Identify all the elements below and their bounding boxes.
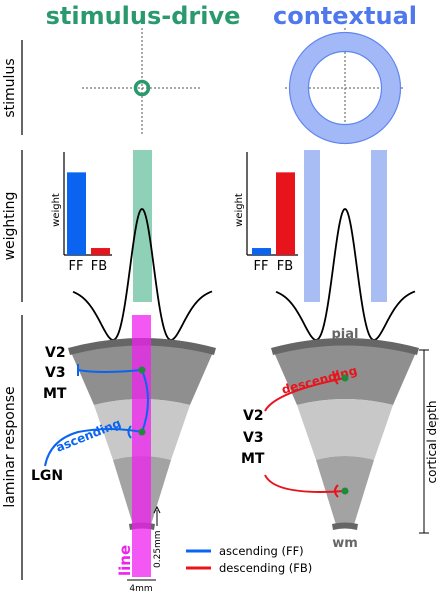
area-label-mt: MT [43,386,67,402]
header-contextual: contextual [273,2,417,30]
header-stimulus-drive: stimulus-drive [46,2,241,30]
layer-middle [297,399,393,460]
chart-ylabel: weight [51,193,62,227]
ff-terminal-icon [127,425,132,439]
bar-ff [67,172,86,255]
bar-ff [252,248,271,255]
layer-upper [273,340,417,405]
scale-horizontal-label: 4mm [129,584,152,591]
scale-arrow-icon [153,505,161,514]
wm-surface [332,522,358,530]
contextual-annulus [289,32,401,144]
fb-terminal-icon [334,484,339,498]
line-label: line [116,545,134,576]
legend-label-descending: descending (FB) [219,561,312,575]
pial-label: pial [332,327,359,342]
area-label-v3: V3 [45,365,66,381]
chart-tick-fb: FB [277,259,293,274]
stim-weight-profile [72,207,213,341]
wm-label: wm [332,536,358,551]
legend-label-ascending: ascending (FF) [219,544,304,558]
fb-bottom-branch [264,474,346,493]
chart-tick-ff: FF [69,259,84,274]
cortex-right [271,338,419,530]
ff-branch-v2v3 [77,369,143,373]
neuron-dot [341,374,349,382]
stim-weight-chart: weight FF FB [51,152,112,274]
ctx-weight-chart: weight FF FB [234,152,298,274]
ctx-weight-profile [275,207,416,341]
cortical-depth-label: cortical depth [425,401,439,484]
bar-fb [91,248,110,255]
neuron-dot [341,487,349,495]
fb-top-branch [264,377,346,412]
ctx-weight-band-left [304,150,320,302]
stim-weight-band [133,150,152,302]
area-label-v2: V2 [45,345,66,361]
ctx-weight-band-right [371,150,387,302]
chart-tick-fb: FB [91,259,107,274]
ff-from-lgn [44,428,143,467]
contextual-annulus-inner [307,50,383,126]
area-label-v3: V3 [243,430,264,446]
lgn-label: LGN [31,468,63,484]
area-label-v2: V2 [243,408,264,424]
bar-fb [276,172,295,255]
row-label-stimulus: stimulus [2,58,18,117]
row-label-weighting: weighting [2,192,18,261]
contextual-annulus-outer [288,31,402,145]
chart-ylabel: weight [234,193,245,227]
neuron-dot [138,366,146,374]
pial-surface [68,338,216,355]
line-band [132,315,151,577]
row-label-laminar: laminar response [2,386,18,507]
area-label-mt: MT [241,451,265,467]
chart-tick-ff: FF [254,259,269,274]
fb-terminal-icon [334,371,339,385]
pial-surface [271,338,419,355]
stimulus-drive-ring [133,79,151,97]
ff-branch-mt [141,369,149,433]
neuron-dot [138,428,146,436]
scale-vertical-label: 0.25mm [153,530,163,568]
